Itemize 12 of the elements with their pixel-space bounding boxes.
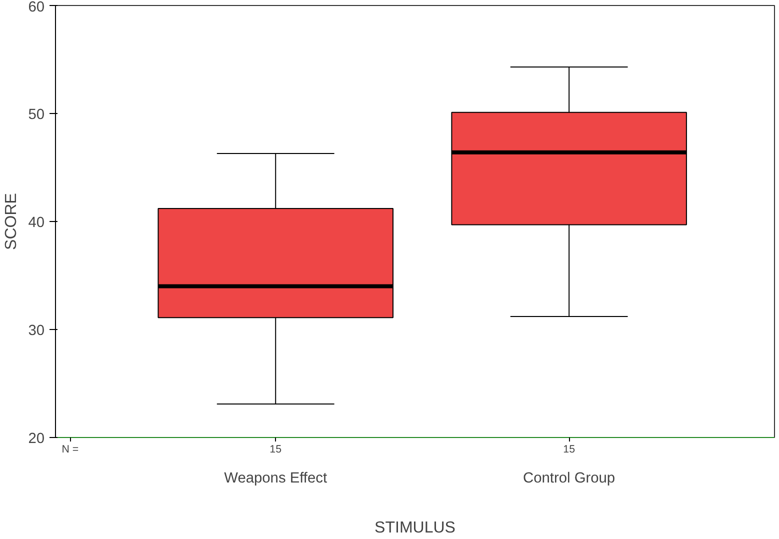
x-tick-label: Weapons Effect: [224, 470, 328, 486]
y-tick-label: 50: [28, 107, 45, 123]
y-tick-label: 20: [28, 431, 45, 447]
x-axis-title: STIMULUS: [374, 520, 456, 536]
text: 15: [270, 444, 282, 456]
x-tick-label: Control Group: [523, 470, 616, 486]
y-tick-label: 30: [28, 323, 45, 339]
y-tick-label: 60: [28, 0, 45, 16]
text: 15: [563, 444, 576, 456]
y-tick-label: 40: [28, 215, 45, 231]
y-axis-title: SCORE: [3, 193, 20, 250]
text: N =: [62, 444, 79, 456]
